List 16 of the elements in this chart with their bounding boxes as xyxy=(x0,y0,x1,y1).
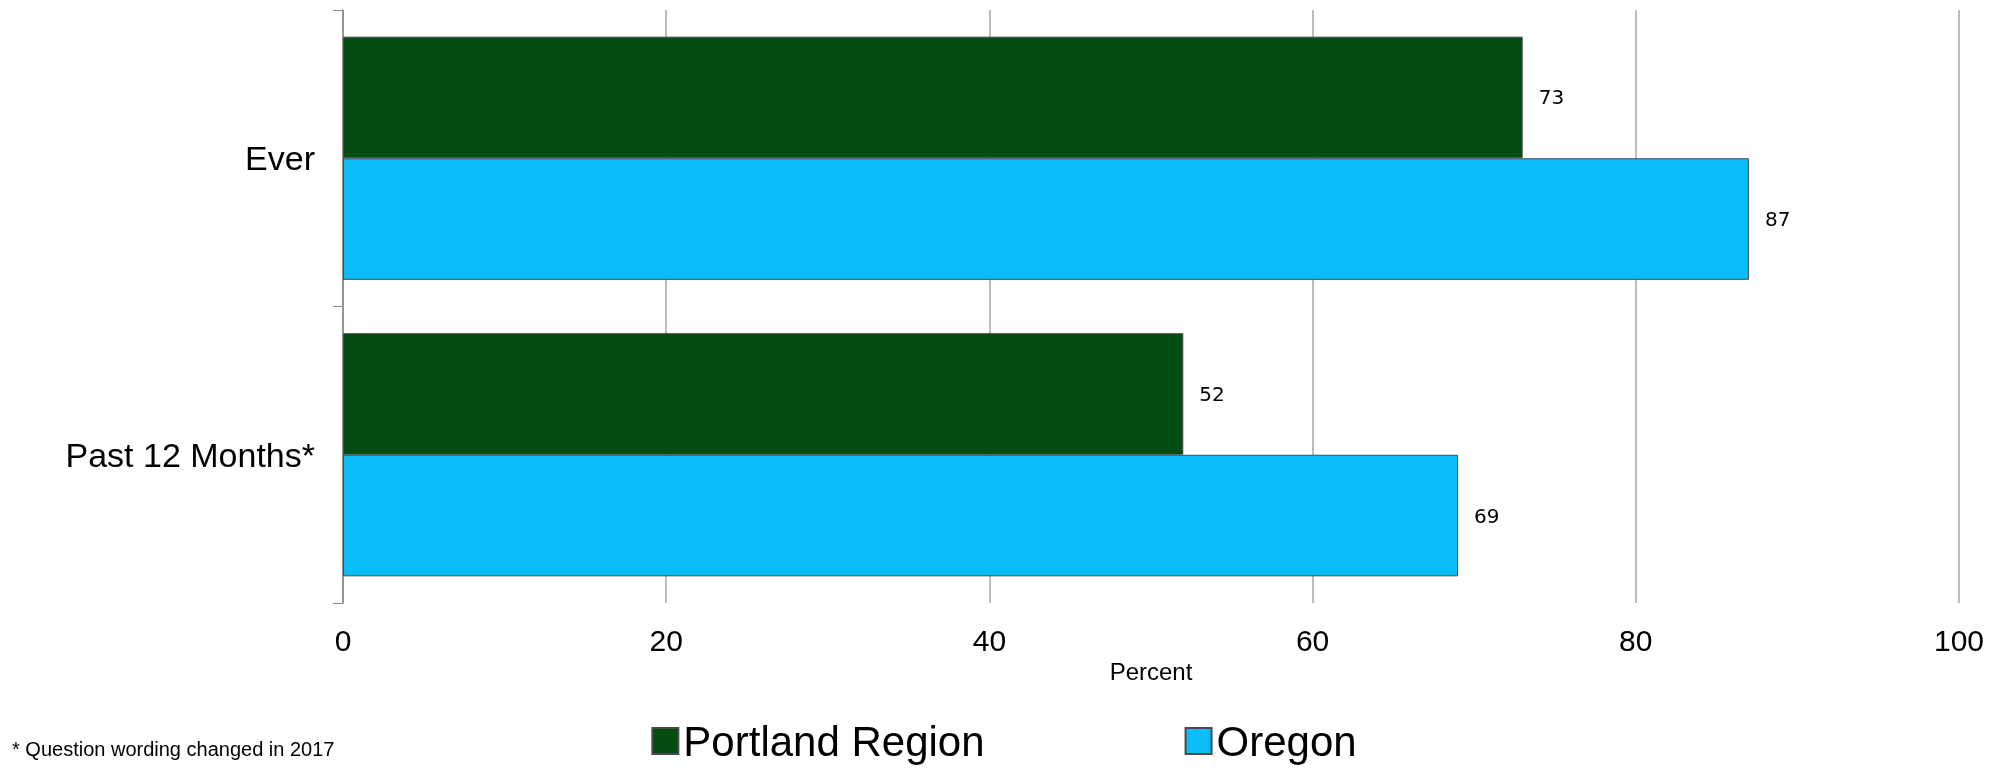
x-tick-label: 0 xyxy=(334,623,352,657)
x-tick-label: 20 xyxy=(649,623,683,657)
y-tick-label: Ever xyxy=(245,139,315,178)
x-axis-title: Percent xyxy=(1109,658,1193,686)
legend-label: Portland Region xyxy=(683,717,985,765)
data-label: 87 xyxy=(1764,207,1791,232)
x-tick-label: 80 xyxy=(1619,623,1653,657)
data-label: 52 xyxy=(1199,381,1225,406)
data-label: 73 xyxy=(1538,85,1565,110)
data-label: 69 xyxy=(1474,503,1500,528)
y-tick-label: Past 12 Months* xyxy=(65,435,315,474)
text: * Question wording changed in 2017 xyxy=(12,738,335,760)
x-tick-label: 100 xyxy=(1933,623,1985,657)
x-tick-label: 40 xyxy=(972,623,1007,657)
legend-label: Oregon xyxy=(1216,717,1357,765)
x-tick-label: 60 xyxy=(1295,623,1330,657)
